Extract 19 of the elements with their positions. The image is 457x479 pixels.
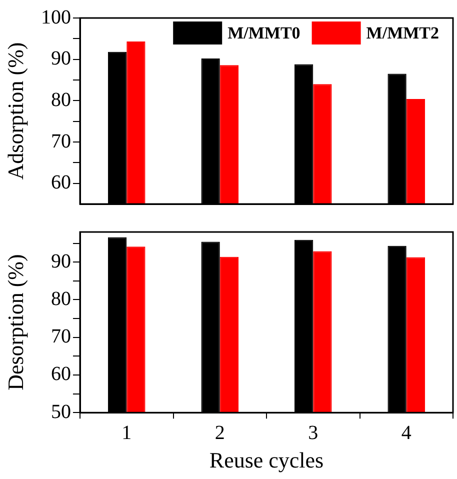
legend-label: M/MMT2 [366,23,440,42]
x-axis-title: Reuse cycles [209,448,324,473]
y-tick-label: 100 [41,6,71,28]
y-axis-title: Adsorption (%) [2,42,28,180]
y-tick-label: 80 [51,288,71,310]
y-tick-label: 90 [51,48,71,70]
x-tick-label: 2 [214,422,225,444]
x-tick-label: 1 [122,422,132,444]
y-tick-label: 60 [51,363,71,386]
y-tick-label: 80 [51,88,71,111]
y-tick-label: 70 [51,326,71,348]
y-axis-title: Desorption (%) [2,254,28,390]
legend-label: M/MMT0 [228,23,300,42]
y-tick-label: 70 [51,130,71,152]
y-tick-label: 90 [51,250,71,272]
y-tick-label: 50 [51,400,71,423]
x-tick-label: 3 [308,422,318,444]
x-tick-label: 4 [401,422,412,444]
y-tick-label: 60 [51,172,71,194]
